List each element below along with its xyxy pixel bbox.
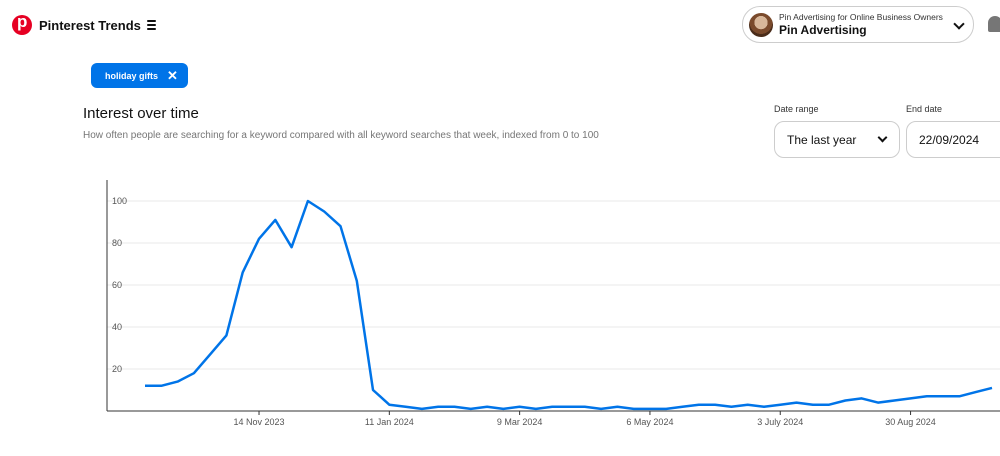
y-tick-label: 80 <box>112 238 122 248</box>
y-tick-label: 40 <box>112 322 122 332</box>
section-title: Interest over time <box>83 105 199 122</box>
y-tick-label: 100 <box>112 196 127 206</box>
section-description: How often people are searching for a key… <box>83 130 599 141</box>
x-tick-label: 3 July 2024 <box>757 417 803 427</box>
menu-icon[interactable] <box>146 20 156 30</box>
x-tick-label: 6 May 2024 <box>626 417 673 427</box>
next-section-heading <box>92 450 182 456</box>
keyword-chip[interactable]: holiday gifts ✕ <box>91 63 188 88</box>
brand-title: Pinterest Trends <box>39 17 141 33</box>
account-switcher[interactable]: Pin Advertising for Online Business Owne… <box>742 6 974 43</box>
x-tick-label: 9 Mar 2024 <box>497 417 543 427</box>
date-range-select[interactable]: The last year <box>774 121 900 158</box>
end-date-input[interactable]: 22/09/2024 <box>906 121 1000 158</box>
close-icon[interactable]: ✕ <box>167 68 178 83</box>
date-range-label: Date range <box>774 104 819 114</box>
end-date-value: 22/09/2024 <box>919 132 980 147</box>
y-tick-label: 20 <box>112 364 122 374</box>
y-tick-label: 60 <box>112 280 122 290</box>
chevron-down-icon <box>877 132 888 143</box>
end-date-label: End date <box>906 104 943 114</box>
interest-over-time-chart: 20 40 60 80 100 14 Nov 2023 11 Jan 2024 9 Mar 2… <box>106 180 1000 427</box>
account-subtitle: Pin Advertising for Online Business Owne… <box>779 11 943 22</box>
x-tick-label: 11 Jan 2024 <box>365 417 414 427</box>
pinterest-logo-icon <box>12 12 32 35</box>
series-line <box>145 199 993 411</box>
keyword-chip-label: holiday gifts <box>105 70 159 81</box>
date-range-value: The last year <box>787 132 857 147</box>
avatar <box>749 12 773 37</box>
x-tick-label: 30 Aug 2024 <box>885 417 936 427</box>
x-tick-label: 14 Nov 2023 <box>233 417 284 427</box>
brand[interactable]: Pinterest Trends <box>12 12 156 35</box>
bell-icon[interactable] <box>988 16 1000 32</box>
account-name: Pin Advertising <box>779 22 867 37</box>
chevron-down-icon <box>953 18 965 30</box>
